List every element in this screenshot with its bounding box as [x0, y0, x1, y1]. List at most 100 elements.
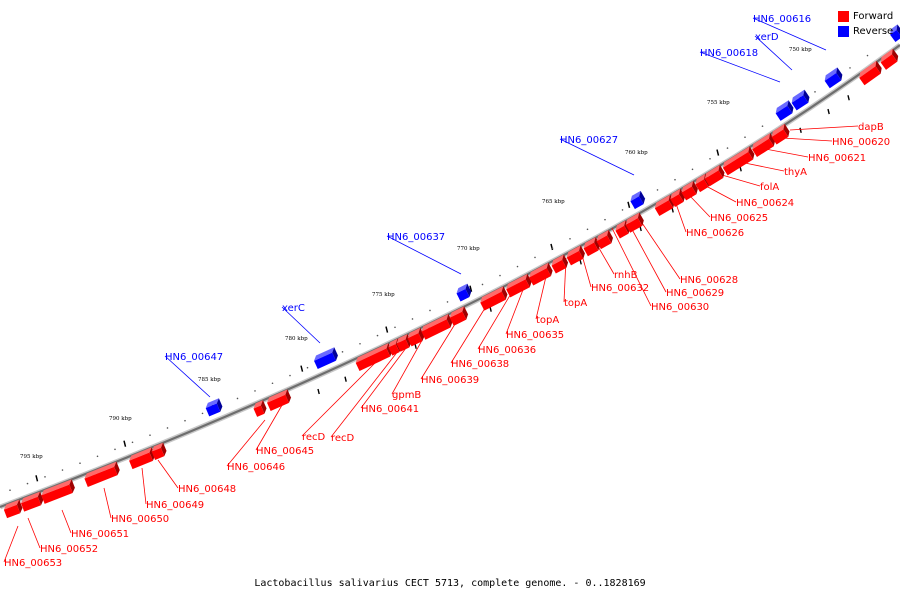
- forward-gene: [84, 461, 120, 488]
- forward-gene: [20, 491, 44, 512]
- major-tick: [469, 285, 473, 292]
- genome-caption: Lactobacillus salivarius CECT 5713, comp…: [254, 578, 646, 589]
- minor-tick: [341, 351, 344, 353]
- minor-tick: [114, 448, 116, 451]
- forward-gene-label: HN6_00636: [478, 345, 536, 356]
- forward-gene: [253, 400, 267, 417]
- forward-gene-label: HN6_00621: [808, 153, 866, 164]
- minor-tick: [306, 366, 309, 369]
- minor-tick: [9, 489, 11, 492]
- forward-gene-label-leader: [157, 459, 179, 489]
- minor-tick: [586, 228, 589, 231]
- forward-gene-label-leader: [420, 315, 461, 380]
- forward-gene-label: HN6_00641: [361, 404, 419, 415]
- minor-tick: [289, 374, 291, 377]
- forward-gene: [355, 343, 393, 371]
- reverse-gene: [824, 67, 843, 89]
- legend-forward-label: Forward: [853, 11, 894, 22]
- minor-tick: [827, 108, 830, 115]
- major-tick: [550, 243, 554, 251]
- reverse-swatch: [838, 26, 849, 37]
- reverse-gene: [791, 89, 810, 111]
- minor-tick: [604, 218, 606, 221]
- forward-gene-label: HN6_00653: [4, 558, 62, 569]
- minor-tick: [499, 274, 501, 277]
- reverse-gene-label: HN6_00647: [165, 352, 223, 363]
- forward-gene: [880, 48, 899, 70]
- forward-gene: [449, 306, 469, 326]
- minor-tick: [534, 256, 536, 259]
- minor-tick: [131, 441, 134, 444]
- scale-label: 785 kbp: [198, 377, 221, 383]
- forward-gene-label: folA: [760, 182, 779, 193]
- forward-gene-label: HN6_00648: [178, 484, 236, 495]
- major-tick: [627, 201, 631, 208]
- minor-tick: [799, 127, 802, 133]
- minor-tick: [359, 342, 361, 345]
- minor-tick: [44, 476, 46, 478]
- forward-gene-label: recD: [331, 433, 355, 444]
- gene-features: [3, 24, 900, 519]
- backbone-line: [0, 44, 900, 509]
- forward-gene-label: HN6_00626: [686, 228, 744, 239]
- major-tick: [385, 326, 389, 333]
- minor-tick: [429, 309, 431, 312]
- forward-gene-label-leader: [721, 174, 761, 187]
- minor-tick: [376, 334, 379, 337]
- minor-tick: [551, 247, 554, 249]
- reverse-gene-label-leader: [752, 17, 827, 51]
- scale-label: 770 kbp: [457, 246, 480, 252]
- scale-label: 750 kbp: [789, 47, 812, 53]
- forward-gene: [625, 212, 644, 233]
- forward-gene-label: HN6_00646: [227, 462, 285, 473]
- forward-gene-label-leader: [301, 359, 379, 437]
- minor-tick: [271, 382, 274, 385]
- minor-tick: [61, 469, 64, 471]
- forward-gene: [551, 254, 569, 274]
- reverse-gene-label-leader: [754, 35, 793, 71]
- forward-gene: [654, 194, 675, 217]
- forward-gene: [506, 273, 532, 298]
- minor-tick: [201, 412, 204, 415]
- reverse-gene-label-leader: [559, 138, 635, 176]
- major-tick: [123, 440, 127, 447]
- minor-tick: [744, 136, 746, 139]
- legend: Forward Reverse: [838, 9, 893, 39]
- reverse-gene-label-leader: [699, 51, 781, 83]
- forward-gene-label: HN6_00638: [451, 359, 509, 370]
- minor-tick: [674, 178, 676, 181]
- forward-gene: [129, 447, 156, 470]
- minor-tick: [96, 455, 99, 458]
- reverse-gene-label-leader: [164, 355, 211, 398]
- minor-tick: [79, 462, 81, 465]
- scale-label: 795 kbp: [20, 454, 43, 460]
- minor-tick: [166, 427, 169, 429]
- minor-tick: [726, 147, 729, 149]
- scale-ticks: 750 kbp 755 kbp 760 kbp 765 kbp 770 kbp 775 k…: [9, 47, 869, 492]
- forward-swatch: [838, 11, 849, 22]
- forward-gene: [670, 188, 686, 207]
- forward-gene-label-leader: [103, 487, 112, 519]
- minor-tick: [569, 238, 571, 240]
- forward-gene: [615, 220, 631, 239]
- minor-tick: [394, 326, 396, 329]
- forward-gene: [151, 442, 167, 460]
- forward-gene-label: HN6_00629: [666, 288, 724, 299]
- forward-gene-label: rnhB: [614, 270, 638, 281]
- forward-gene-label: HN6_00645: [256, 446, 314, 457]
- minor-tick: [317, 388, 320, 395]
- forward-gene-label: HN6_00652: [40, 544, 98, 555]
- forward-gene-label-leader: [450, 299, 491, 364]
- forward-gene: [407, 327, 425, 347]
- forward-gene: [681, 181, 698, 201]
- forward-gene-label-leader: [330, 345, 403, 438]
- reverse-gene-label-leader: [281, 306, 321, 344]
- minor-tick: [149, 434, 151, 436]
- reverse-gene-label-leader: [386, 235, 462, 275]
- forward-gene: [480, 286, 508, 311]
- minor-tick: [656, 189, 659, 191]
- minor-tick: [344, 376, 347, 382]
- forward-gene-label: HN6_00628: [680, 275, 738, 286]
- forward-gene-label: HN6_00651: [71, 529, 129, 540]
